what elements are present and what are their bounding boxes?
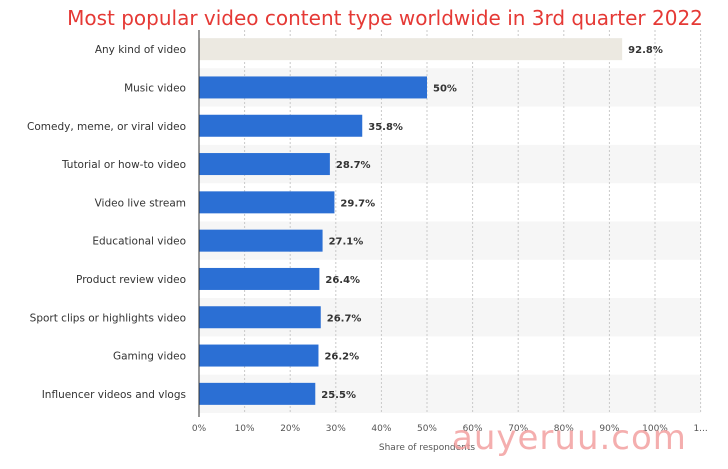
x-tick-label: 40% [371, 424, 391, 434]
x-tick-label: 10% [235, 424, 255, 434]
category-label: Sport clips or highlights video [30, 312, 186, 324]
watermark: auyeruu.com [452, 418, 687, 458]
chart-title: Most popular video content type worldwid… [67, 6, 703, 30]
x-tick-label: 60% [463, 424, 483, 434]
value-label: 27.1% [329, 237, 364, 248]
category-label: Gaming video [113, 351, 186, 363]
x-tick-label: 20% [280, 424, 300, 434]
category-label: Product review video [76, 274, 186, 286]
x-tick-label: 90% [599, 424, 619, 434]
value-label: 50% [433, 83, 457, 94]
value-label: 26.2% [324, 352, 359, 363]
category-label: Comedy, meme, or viral video [27, 121, 186, 133]
bar [199, 344, 319, 367]
value-label: 92.8% [628, 45, 663, 56]
category-label: Tutorial or how-to video [61, 159, 186, 171]
value-label: 26.4% [325, 275, 360, 286]
bar [199, 114, 363, 137]
value-label: 25.5% [321, 390, 356, 401]
value-label: 35.8% [368, 122, 403, 133]
value-label: 28.7% [336, 160, 371, 171]
bar [199, 382, 316, 405]
bar [199, 306, 321, 329]
x-tick-label: 0% [192, 424, 207, 434]
x-tick-label: 50% [417, 424, 437, 434]
value-label: 29.7% [340, 198, 375, 209]
x-tick-label: 1... [693, 424, 707, 434]
x-axis-title: Share of respondents [379, 443, 476, 453]
category-label: Video live stream [95, 197, 186, 209]
category-label: Music video [124, 82, 186, 94]
bar [199, 38, 623, 61]
bar [199, 76, 427, 99]
bar [199, 153, 330, 176]
x-tick-label: 70% [508, 424, 528, 434]
bar [199, 229, 323, 252]
x-tick-label: 80% [554, 424, 574, 434]
bar [199, 267, 320, 290]
x-tick-label: 100% [642, 424, 668, 434]
category-label: Any kind of video [95, 44, 186, 56]
value-label: 26.7% [327, 313, 362, 324]
bar [199, 191, 335, 214]
x-tick-label: 30% [326, 424, 346, 434]
category-label: Educational video [92, 236, 186, 248]
category-label: Influencer videos and vlogs [42, 389, 186, 401]
